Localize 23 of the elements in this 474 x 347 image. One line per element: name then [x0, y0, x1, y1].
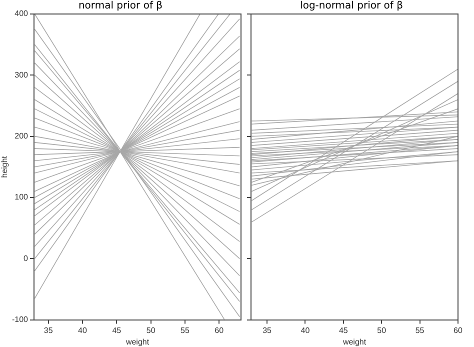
x-tick-label: 50	[146, 326, 156, 335]
x-tick-label: 40	[78, 326, 88, 335]
x-tick-label: 45	[112, 326, 122, 335]
x-tick-label: 35	[262, 326, 272, 335]
y-tick-label: 300	[14, 70, 29, 80]
y-tick-label: 0	[24, 254, 29, 263]
chart-title: log-normal prior of β	[300, 0, 403, 12]
y-tick-label: 200	[14, 132, 29, 141]
y-axis-title: height	[0, 155, 10, 178]
x-tick-label: 35	[44, 326, 54, 335]
y-tick-label: 400	[14, 9, 29, 18]
x-tick-label: 40	[300, 326, 310, 335]
x-tick-label: 55	[415, 326, 425, 335]
x-tick-label: 60	[214, 326, 224, 335]
y-tick-label: -100	[12, 315, 29, 324]
chart-title: normal prior of β	[78, 0, 163, 12]
y-tick-label: 100	[14, 192, 29, 202]
x-axis-title: weight	[342, 337, 367, 346]
x-tick-label: 55	[180, 326, 190, 335]
x-tick-label: 60	[454, 326, 463, 335]
x-tick-label: 45	[338, 326, 348, 335]
x-axis-title: weight	[124, 337, 150, 346]
x-tick-label: 50	[377, 326, 387, 335]
